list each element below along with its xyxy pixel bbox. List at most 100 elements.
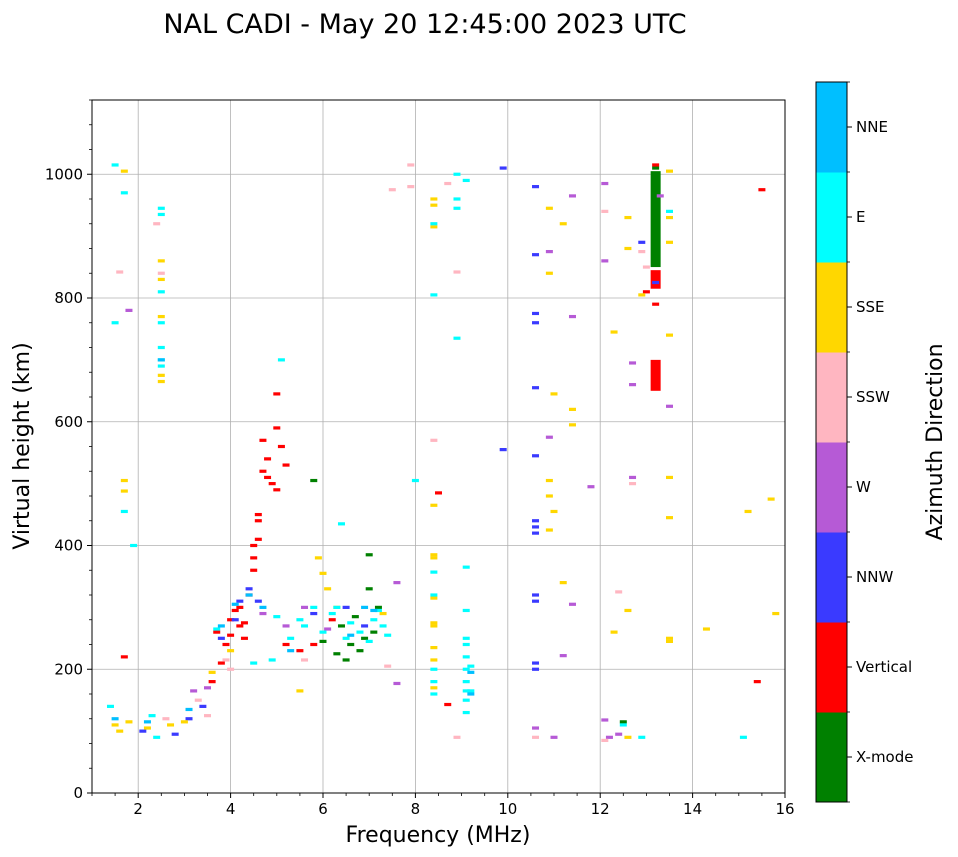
echo-point [240, 636, 248, 640]
colorbar-segment-x-mode [816, 712, 847, 803]
y-tick-label: 1000 [45, 165, 83, 183]
echo-point [227, 649, 235, 653]
echo-point [430, 503, 438, 507]
echo-point [370, 618, 378, 622]
echo-point [666, 404, 673, 408]
echo-point [157, 271, 165, 275]
echo-point [462, 565, 470, 569]
echo-point [430, 680, 438, 684]
colorbar: X-mode Vertical NNW W SSW SSE E NNE [815, 81, 913, 803]
echo-point [638, 249, 646, 254]
y-tick-label: 800 [54, 289, 83, 307]
echo-point [153, 735, 161, 739]
echo-point [666, 215, 673, 220]
echo-point [615, 732, 623, 736]
echo-point [559, 654, 567, 658]
echo-point [259, 605, 267, 609]
echo-bar [650, 171, 661, 268]
colorbar-segment-e [816, 172, 847, 263]
echo-point [624, 735, 632, 739]
echo-point [227, 633, 235, 637]
echo-point [587, 485, 595, 489]
echo-point [365, 553, 373, 557]
echo-point [666, 516, 673, 520]
echo-point [250, 556, 258, 560]
echo-point [240, 621, 248, 625]
echo-point [430, 570, 438, 574]
x-tick-label: 2 [133, 800, 143, 818]
echo-point [217, 624, 225, 628]
echo-point [264, 475, 272, 480]
echo-point [116, 729, 124, 733]
echo-point [550, 509, 558, 514]
echo-point [638, 293, 646, 297]
echo-point [157, 206, 165, 210]
echo-point [559, 222, 567, 226]
echo-point [629, 475, 637, 480]
echo-point [624, 246, 632, 251]
echo-point [666, 169, 673, 173]
echo-point [568, 314, 576, 319]
echo-point [361, 605, 369, 609]
echo-point [545, 478, 553, 483]
echo-point [624, 215, 632, 220]
echo-point [499, 166, 507, 170]
echo-point [139, 729, 147, 733]
echo-point [430, 596, 438, 600]
echo-point [430, 553, 438, 557]
echo-point [282, 642, 290, 647]
echo-point [125, 720, 133, 724]
echo-point [462, 608, 470, 613]
echo-point [407, 163, 415, 167]
echo-point [462, 642, 470, 647]
colorbar-label: SSW [856, 388, 890, 406]
echo-point [430, 621, 438, 625]
plot-background [92, 100, 785, 793]
echo-point [545, 249, 553, 254]
echo-point [157, 379, 165, 384]
echo-point [185, 717, 193, 721]
echo-point [342, 636, 350, 640]
echo-point [430, 624, 438, 628]
echo-point [610, 630, 618, 634]
echo-point [462, 680, 470, 684]
data-series [106, 163, 780, 743]
echo-point [666, 209, 673, 213]
echo-point [264, 457, 272, 461]
colorbar-label: NNE [856, 118, 888, 136]
echo-point [753, 680, 761, 684]
echo-point [462, 698, 470, 702]
echo-point [568, 407, 576, 411]
echo-point [111, 321, 119, 325]
echo-point [453, 270, 461, 274]
series-nne [111, 358, 475, 724]
echo-point [767, 497, 775, 501]
echo-point [605, 735, 613, 739]
echo-point [601, 718, 609, 722]
echo-point [615, 590, 623, 594]
echo-point [301, 658, 309, 662]
echo-point [347, 621, 355, 625]
echo-point [532, 253, 540, 257]
echo-point [365, 587, 373, 591]
echo-point [532, 593, 540, 597]
echo-point [245, 587, 253, 591]
x-tick-label: 16 [775, 800, 794, 818]
echo-point [120, 489, 128, 493]
echo-point [384, 633, 392, 637]
echo-point [601, 209, 609, 213]
echo-point [453, 172, 461, 176]
echo-point [453, 197, 461, 201]
echo-point [143, 726, 151, 730]
echo-point [157, 373, 165, 377]
echo-point [384, 664, 392, 668]
echo-point [333, 605, 341, 609]
echo-point [702, 627, 710, 631]
echo-point [120, 655, 128, 659]
series-e [106, 163, 747, 739]
echo-point [324, 627, 332, 631]
echo-point [351, 615, 359, 619]
echo-point [462, 178, 470, 183]
echo-point [236, 624, 244, 628]
